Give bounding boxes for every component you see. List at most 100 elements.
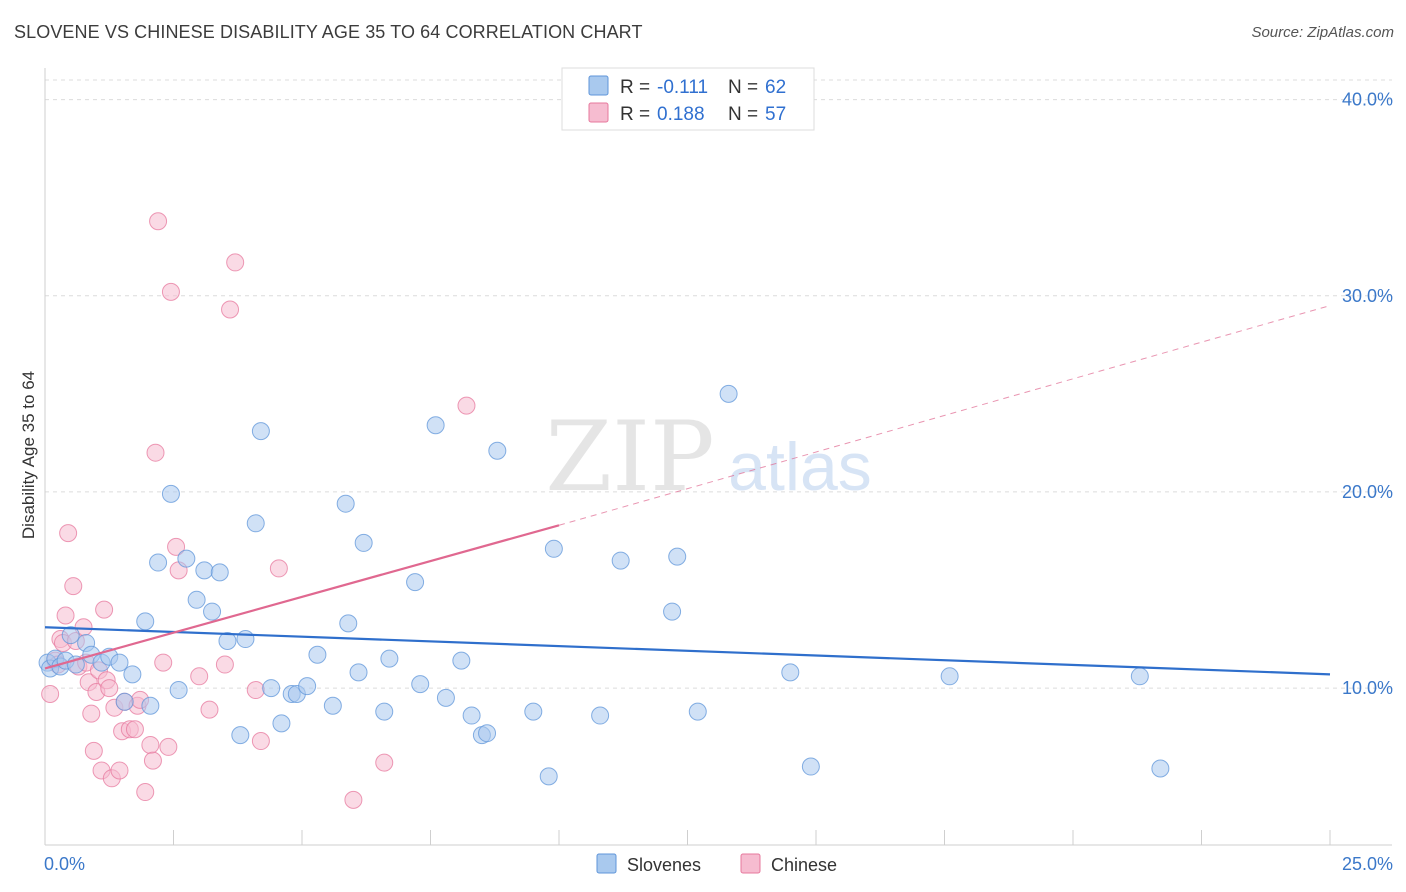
- slovenes-point: [406, 573, 425, 592]
- chart-title: SLOVENE VS CHINESE DISABILITY AGE 35 TO …: [14, 22, 643, 42]
- y-tick-label: 10.0%: [1342, 678, 1393, 698]
- slovenes-point: [611, 551, 630, 570]
- bottom-legend-swatch-chinese: [740, 853, 761, 874]
- chinese-point: [269, 559, 288, 578]
- chinese-point: [457, 396, 476, 415]
- slovenes-point: [488, 441, 507, 460]
- slovenes-point: [246, 514, 265, 533]
- chinese-point: [159, 737, 178, 756]
- chinese-point: [141, 735, 160, 754]
- y-tick-label: 40.0%: [1342, 90, 1393, 110]
- slovenes-point: [719, 384, 738, 403]
- slovenes-point: [544, 539, 563, 558]
- slovenes-point: [781, 663, 800, 682]
- slovenes-point: [339, 614, 358, 633]
- axis-layer: 10.0% 20.0% 30.0% 40.0% 0.0% 25.0%: [44, 68, 1393, 874]
- legend-swatch-slovenes: [588, 75, 609, 96]
- series-legend: Slovenes Chinese: [596, 853, 837, 875]
- chinese-point: [149, 212, 168, 231]
- watermark-zip: ZIP: [545, 401, 714, 513]
- slovenes-point: [110, 653, 129, 672]
- slovenes-point: [349, 663, 368, 682]
- chart-source: Source: ZipAtlas.com: [1251, 24, 1394, 41]
- legend-n-label-slovenes: N =: [728, 77, 758, 98]
- slovenes-point: [591, 706, 610, 725]
- chinese-point: [251, 732, 270, 751]
- chinese-points: [41, 212, 476, 809]
- slovenes-point: [262, 679, 281, 698]
- chinese-point: [146, 443, 165, 462]
- legend-n-label-chinese: N =: [728, 104, 758, 125]
- chinese-point: [161, 282, 180, 301]
- legend-r-label-slovenes: R =: [620, 77, 650, 98]
- x-tick-label-min: 0.0%: [44, 854, 85, 874]
- grid-layer: [45, 79, 1392, 689]
- slovenes-point: [688, 702, 707, 721]
- slovenes-point: [380, 649, 399, 668]
- slovenes-point: [478, 724, 497, 743]
- chinese-point: [95, 600, 114, 619]
- slovenes-point: [668, 547, 687, 566]
- slovenes-point: [115, 692, 134, 711]
- trend-layer: [44, 305, 1331, 676]
- chinese-trend-line-dashed: [558, 305, 1331, 526]
- slovenes-point: [231, 726, 250, 745]
- bottom-legend-label-chinese: Chinese: [771, 855, 837, 875]
- legend-swatch-chinese: [588, 102, 609, 123]
- slovenes-point: [336, 494, 355, 513]
- slovenes-point: [801, 757, 820, 776]
- slovenes-point: [524, 702, 543, 721]
- legend-r-value-slovenes: -0.111: [657, 77, 708, 98]
- slovenes-point: [236, 630, 255, 649]
- chinese-point: [136, 783, 155, 802]
- slovenes-point: [123, 665, 142, 684]
- slovenes-point: [308, 645, 327, 664]
- chinese-point: [154, 653, 173, 672]
- chinese-point: [56, 606, 75, 625]
- chinese-point: [200, 700, 219, 719]
- slovenes-trend-line: [44, 626, 1331, 676]
- slovenes-point: [218, 632, 237, 650]
- chinese-point: [215, 655, 234, 674]
- chinese-point: [64, 577, 83, 596]
- chinese-point: [226, 253, 245, 272]
- slovenes-point: [539, 767, 558, 786]
- slovenes-point: [161, 484, 180, 503]
- chinese-point: [143, 751, 162, 770]
- chinese-point: [167, 537, 186, 556]
- chinese-point: [190, 667, 209, 686]
- chinese-point: [41, 684, 60, 703]
- chinese-point: [246, 681, 265, 700]
- correlation-legend: R = -0.111 N = 62 R = 0.188 N = 57: [561, 67, 815, 131]
- watermark-atlas: atlas: [728, 429, 872, 505]
- chinese-point: [82, 704, 101, 723]
- bottom-legend-label-slovenes: Slovenes: [627, 855, 701, 875]
- legend-n-value-slovenes: 62: [765, 77, 786, 98]
- slovenes-point: [195, 561, 214, 580]
- slovenes-point: [177, 549, 196, 568]
- x-tick-label-max: 25.0%: [1342, 854, 1393, 874]
- slovenes-point: [61, 626, 80, 645]
- y-tick-label: 30.0%: [1342, 286, 1393, 306]
- slovenes-point: [187, 590, 206, 609]
- chinese-point: [221, 300, 240, 319]
- slovenes-point: [141, 696, 160, 715]
- chinese-trend-line-solid: [44, 524, 560, 670]
- chinese-point: [100, 679, 119, 698]
- slovenes-point: [663, 602, 682, 621]
- slovenes-point: [436, 688, 455, 707]
- slovenes-point: [210, 563, 229, 582]
- slovenes-point: [411, 675, 430, 694]
- slovenes-point: [323, 696, 342, 715]
- chinese-point: [344, 790, 363, 809]
- slovenes-point: [272, 714, 291, 733]
- chinese-point: [375, 753, 394, 772]
- chinese-point: [125, 720, 144, 739]
- legend-r-label-chinese: R =: [620, 104, 650, 125]
- slovenes-point: [426, 416, 445, 435]
- slovenes-point: [452, 651, 471, 670]
- slovenes-point: [375, 702, 394, 721]
- slovenes-point: [136, 612, 155, 631]
- slovenes-point: [298, 677, 317, 696]
- slovenes-point: [251, 422, 270, 441]
